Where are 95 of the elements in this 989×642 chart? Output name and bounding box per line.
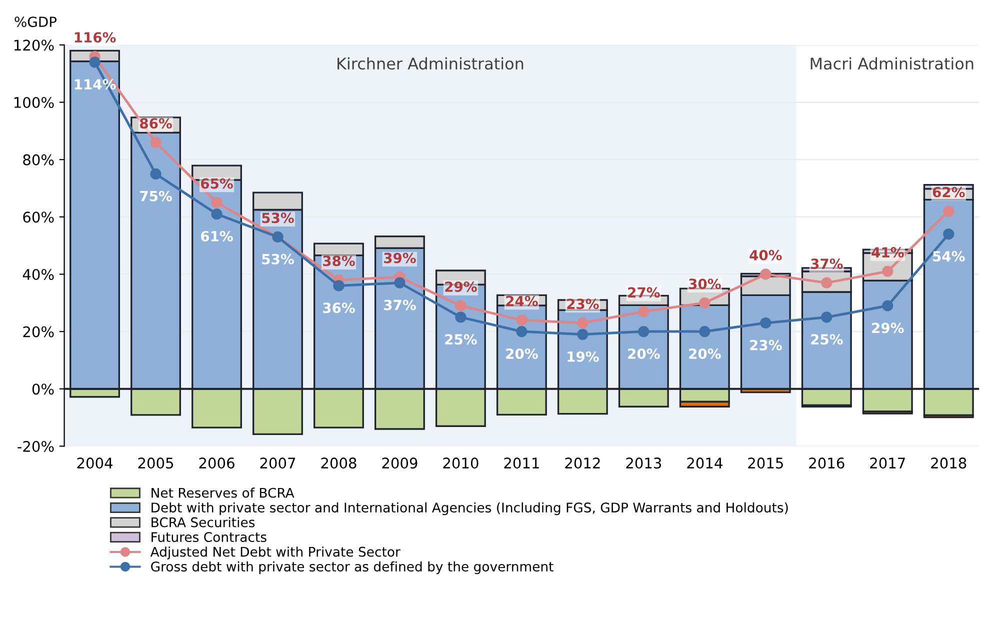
data-label: 39% (384, 252, 416, 264)
y-axis-title: %GDP (14, 16, 57, 28)
x-tick-label: 2005 (138, 458, 174, 469)
x-tick-label: 2010 (443, 458, 478, 469)
y-tick-label: 20% (23, 326, 54, 338)
point (882, 300, 894, 312)
x-tick-label: 2007 (260, 458, 296, 469)
data-label: 75% (140, 190, 172, 202)
data-label: 19% (568, 351, 599, 362)
point (760, 268, 772, 280)
point (760, 317, 772, 329)
data-label: 23% (750, 340, 782, 350)
point (150, 168, 162, 180)
data-label: 37% (810, 258, 843, 270)
x-tick-label: 2016 (809, 458, 844, 469)
x-tick-label: 2013 (626, 458, 662, 469)
point (211, 197, 222, 208)
point (516, 314, 528, 326)
bar (192, 388, 242, 428)
point (455, 312, 466, 323)
y-tick-label: 60% (23, 212, 54, 223)
data-label: 40% (750, 250, 782, 260)
data-label: 37% (384, 300, 416, 310)
point (638, 326, 650, 338)
bar (618, 388, 669, 408)
x-tick-label: 2012 (565, 458, 600, 469)
data-label: 65% (200, 178, 233, 189)
bar (496, 388, 547, 416)
y-tick-label: -20% (18, 440, 54, 452)
data-label: 53% (262, 212, 294, 224)
legend-label: Adjusted Net Debt with Private Sector (150, 546, 400, 560)
point (577, 328, 588, 340)
legend-label: Net Reserves of BCRA (152, 488, 294, 498)
point (516, 326, 528, 338)
point (455, 300, 466, 312)
data-label: 41% (872, 247, 904, 258)
point (699, 326, 710, 338)
data-label: 20% (689, 348, 721, 359)
data-label: 23% (567, 298, 599, 310)
bar (252, 388, 303, 435)
point (211, 208, 222, 220)
point (821, 277, 832, 288)
data-label: 25% (445, 334, 477, 345)
point (821, 312, 832, 323)
data-label: 24% (506, 296, 538, 306)
y-tick-label: 120% (14, 40, 54, 51)
bar (557, 388, 608, 415)
data-label: 29% (872, 322, 904, 334)
y-tick-label: 100% (14, 96, 54, 108)
data-label: 54% (933, 251, 965, 262)
x-tick-label: 2018 (931, 458, 966, 469)
data-label: 20% (506, 348, 538, 359)
data-label: 27% (628, 287, 660, 298)
data-label: 38% (323, 256, 355, 266)
data-label: 53% (262, 254, 294, 264)
data-label: 36% (323, 302, 355, 314)
data-label: 61% (200, 230, 233, 242)
data-label: 29% (445, 281, 477, 292)
point (638, 306, 650, 318)
x-tick-label: 2014 (687, 458, 722, 469)
x-tick-label: 2009 (382, 458, 418, 469)
data-label: 62% (932, 186, 965, 198)
point (577, 317, 588, 329)
x-tick-label: 2011 (504, 458, 539, 469)
x-tick-label: 2008 (321, 458, 356, 469)
point (699, 297, 710, 308)
bar (374, 388, 425, 430)
y-tick-label: 0% (32, 384, 54, 395)
band-label: Kirchner Administration (338, 57, 524, 70)
point (394, 277, 406, 288)
x-tick-label: 2015 (748, 458, 783, 469)
point (89, 56, 100, 68)
legend-label: Gross debt with private sector as defined by the government (151, 561, 554, 574)
bar (435, 388, 486, 427)
point (333, 280, 344, 292)
x-tick-label: 2006 (199, 458, 234, 469)
data-label: 116% (74, 32, 116, 43)
point (882, 266, 894, 277)
data-label: 25% (811, 334, 843, 345)
legend-label: Debt with private sector and International Agencies (Including FGS, GDP Warrants and Holdouts) (152, 502, 788, 516)
annotation: Macri Administration (810, 57, 974, 70)
y-tick-label: 80% (23, 154, 54, 166)
y-tick-label: 40% (22, 268, 54, 280)
legend-label: BCRA Securities (152, 517, 255, 528)
point (943, 206, 954, 217)
bar (314, 388, 364, 428)
x-tick-label: 2017 (870, 458, 905, 469)
bar (130, 388, 181, 416)
data-label: 30% (688, 278, 721, 290)
x-tick-label: 2004 (77, 458, 113, 469)
data-label: 86% (140, 118, 172, 129)
point (943, 228, 954, 240)
point (150, 136, 162, 148)
legend-label: Futures Contracts (152, 532, 266, 542)
data-label: 20% (628, 348, 660, 359)
